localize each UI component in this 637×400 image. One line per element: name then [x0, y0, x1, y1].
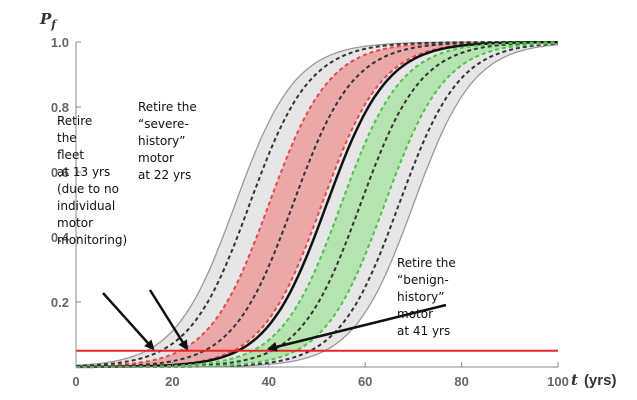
annotation-arrow	[148, 289, 188, 351]
annotation-arrow	[102, 292, 155, 351]
annotation-line: history”	[397, 290, 445, 304]
annotation-text: Retire the fleet at 13 yrs (due to no individ…	[57, 114, 127, 247]
x-tick-label: 100	[547, 374, 569, 389]
annotation-line: at 13 yrs	[57, 165, 110, 179]
y-tick-label: 0.2	[51, 295, 69, 310]
annotation-text: Retire the “benign-history” motor at 41 yrs	[397, 256, 456, 338]
annotation-3: Retire the “benign-history” motor at 41 yrs	[266, 256, 456, 352]
series-line-6	[75, 41, 559, 368]
axes	[75, 42, 558, 368]
x-axis-unit: (yrs)	[584, 372, 617, 389]
annotation-line: motor	[57, 216, 93, 230]
annotation-line: Retire the	[138, 100, 197, 114]
y-tick-label: 0.8	[51, 100, 69, 115]
annotation-line: at 41 yrs	[397, 324, 450, 338]
annotation-line: the	[57, 131, 77, 145]
x-tick-label: 20	[165, 374, 179, 389]
annotation-line: Retire	[57, 114, 92, 128]
annotation-line: (due to no	[57, 182, 119, 196]
y-tick-label: 1.0	[51, 35, 69, 50]
probability-bands	[76, 42, 558, 367]
x-tick-label: 80	[454, 374, 468, 389]
band-benign	[76, 42, 558, 367]
annotation-1: Retire the fleet at 13 yrs (due to no individ…	[57, 114, 155, 351]
ticks: 0 20 40 60 80 100 0.2 0.4 0.6 0.8 1.0	[51, 35, 569, 389]
annotation-2: Retire the “severe-history” motor at 22 yrs	[138, 100, 197, 351]
x-tick-label: 40	[262, 374, 276, 389]
annotation-line: monitoring)	[57, 233, 127, 247]
annotation-arrow	[266, 303, 447, 352]
annotation-line: individual	[57, 199, 115, 213]
annotations: Retire the fleet at 13 yrs (due to no individ…	[57, 100, 456, 352]
annotation-line: Retire the	[397, 256, 456, 270]
y-axis-label: Pf	[39, 10, 58, 31]
annotation-line: “severe-	[138, 117, 189, 131]
x-tick-label: 60	[358, 374, 372, 389]
series-line-3	[75, 41, 558, 368]
x-tick-label: 0	[72, 374, 79, 389]
annotation-line: “benign-	[397, 273, 449, 287]
annotation-line: motor	[138, 151, 174, 165]
annotation-line: at 22 yrs	[138, 168, 191, 182]
y-tick-label: 0.4	[51, 230, 70, 245]
y-axis-label-subscript: f	[50, 18, 58, 31]
annotation-line: history”	[138, 134, 186, 148]
annotation-text: Retire the “severe-history” motor at 22 yrs	[138, 100, 197, 182]
series-line-1	[75, 41, 558, 367]
band-severe	[76, 42, 558, 367]
x-axis-label: t (yrs)	[571, 371, 616, 389]
annotation-line: fleet	[57, 148, 84, 162]
y-tick-label: 0.6	[51, 165, 69, 180]
